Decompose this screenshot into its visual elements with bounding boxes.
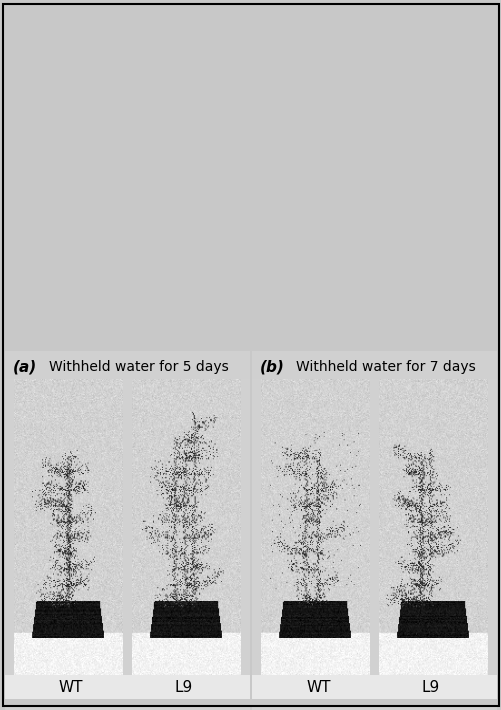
Text: (b): (b) bbox=[259, 359, 284, 374]
Text: WT: WT bbox=[59, 679, 83, 694]
Text: (a): (a) bbox=[13, 359, 37, 374]
Text: L9: L9 bbox=[421, 679, 439, 694]
Text: WT: WT bbox=[306, 679, 330, 694]
Text: Withheld water for 7 days: Withheld water for 7 days bbox=[296, 360, 475, 373]
Text: Withheld water for 5 days: Withheld water for 5 days bbox=[49, 360, 228, 373]
Text: L9: L9 bbox=[174, 679, 192, 694]
